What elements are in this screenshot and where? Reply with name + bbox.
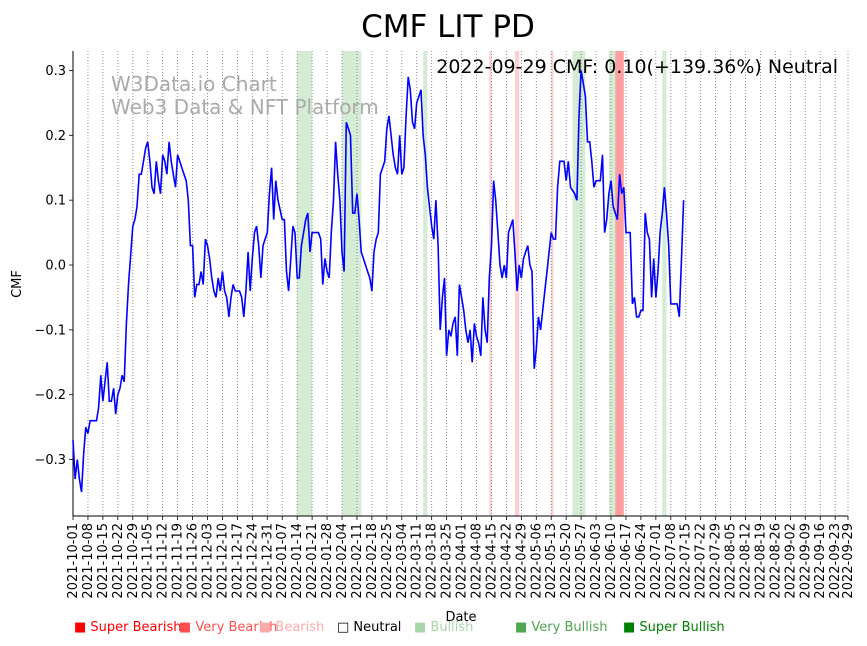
x-tick-label-18: 2022-02-04 bbox=[335, 523, 350, 599]
y-tick-label-6: 0.3 bbox=[45, 64, 66, 79]
x-tick-label-21: 2022-02-25 bbox=[380, 523, 395, 599]
x-tick-label-15: 2022-01-14 bbox=[290, 523, 305, 599]
x-tick-label-43: 2022-07-29 bbox=[709, 523, 724, 599]
watermark-line-1: W3Data.io Chart bbox=[111, 72, 277, 96]
signal-span-8 bbox=[615, 51, 624, 516]
x-tick-label-50: 2022-09-16 bbox=[813, 523, 828, 599]
x-tick-label-41: 2022-07-15 bbox=[679, 523, 694, 599]
legend-item-very-bearish: ■ Very Bearish bbox=[179, 620, 278, 635]
x-tick-label-38: 2022-06-24 bbox=[634, 523, 649, 599]
x-tick-label-34: 2022-05-27 bbox=[574, 523, 589, 599]
x-tick-label-22: 2022-03-04 bbox=[395, 523, 410, 599]
x-tick-label-46: 2022-08-19 bbox=[753, 523, 768, 599]
x-tick-label-10: 2021-12-10 bbox=[215, 523, 230, 599]
signal-span-1 bbox=[342, 51, 362, 516]
x-tick-label-24: 2022-03-18 bbox=[425, 523, 440, 599]
signal-span-2 bbox=[423, 51, 428, 516]
x-tick-label-52: 2022-09-29 bbox=[841, 523, 856, 599]
legend-item-neutral: □ Neutral bbox=[337, 620, 402, 635]
y-tick-label-0: −0.3 bbox=[34, 453, 66, 468]
x-tick-label-2: 2021-10-15 bbox=[96, 523, 111, 599]
signal-span-6 bbox=[572, 51, 586, 516]
legend-item-super-bearish: ■ Super Bearish bbox=[74, 620, 182, 635]
legend-item-bullish: ■ Bullish bbox=[414, 620, 474, 635]
x-tick-label-27: 2022-04-08 bbox=[470, 523, 485, 599]
x-tick-label-9: 2021-12-03 bbox=[201, 523, 216, 599]
signal-span-9 bbox=[662, 51, 667, 516]
x-tick-label-44: 2022-08-05 bbox=[724, 523, 739, 599]
x-tick-label-20: 2022-02-18 bbox=[365, 523, 380, 599]
x-tick-label-17: 2022-01-28 bbox=[320, 523, 335, 599]
latest-value-annotation: 2022-09-29 CMF: 0.10(+139.36%) Neutral bbox=[436, 56, 838, 78]
x-tick-label-39: 2022-07-01 bbox=[649, 523, 664, 599]
x-tick-label-13: 2021-12-31 bbox=[260, 523, 275, 599]
x-tick-label-35: 2022-06-03 bbox=[589, 523, 604, 599]
y-tick-label-4: 0.1 bbox=[45, 194, 66, 209]
x-tick-label-28: 2022-04-15 bbox=[484, 523, 499, 599]
x-tick-label-7: 2021-11-19 bbox=[171, 523, 186, 599]
cmf-series-line bbox=[72, 70, 685, 493]
y-axis-ticks: −0.3 −0.2 −0.1 0.0 0.1 0.2 0.3 bbox=[34, 64, 73, 468]
x-tick-label-5: 2021-11-05 bbox=[141, 523, 156, 599]
legend-item-very-bullish: ■ Very Bullish bbox=[515, 620, 608, 635]
chart-title: CMF LIT PD bbox=[361, 9, 535, 45]
x-tick-label-31: 2022-05-06 bbox=[529, 523, 544, 599]
y-tick-label-3: 0.0 bbox=[45, 259, 66, 274]
x-tick-label-8: 2021-11-26 bbox=[186, 523, 201, 599]
y-tick-label-2: −0.1 bbox=[34, 323, 66, 338]
legend-item-bearish: ■ Bearish bbox=[259, 620, 325, 635]
y-axis-label: CMF bbox=[10, 270, 25, 298]
x-tick-label-42: 2022-07-22 bbox=[694, 523, 709, 599]
watermark-line-2: Web3 Data & NFT Platform bbox=[111, 95, 379, 119]
x-tick-label-1: 2021-10-08 bbox=[81, 523, 96, 599]
date-gridlines bbox=[72, 51, 849, 516]
x-tick-label-32: 2022-05-13 bbox=[544, 523, 559, 599]
x-tick-label-4: 2021-10-29 bbox=[126, 523, 141, 599]
x-axis-label: Date bbox=[445, 610, 476, 625]
x-tick-label-23: 2022-03-11 bbox=[410, 523, 425, 599]
x-tick-label-48: 2022-09-02 bbox=[783, 523, 798, 599]
x-tick-label-51: 2022-09-23 bbox=[828, 523, 843, 599]
signal-span-5 bbox=[551, 51, 554, 516]
axes bbox=[72, 51, 848, 517]
legend-item-super-bullish: ■ Super Bullish bbox=[623, 620, 725, 635]
x-tick-label-36: 2022-06-10 bbox=[604, 523, 619, 599]
x-tick-label-6: 2021-11-12 bbox=[156, 523, 171, 599]
signal-span-0 bbox=[297, 51, 313, 516]
y-tick-label-1: −0.2 bbox=[34, 388, 66, 403]
x-tick-label-14: 2022-01-07 bbox=[275, 523, 290, 599]
x-axis-ticks: 2021-10-01 2021-10-08 2021-10-15 2021-10-22… bbox=[66, 516, 856, 599]
x-tick-label-0: 2021-10-01 bbox=[66, 523, 81, 599]
x-tick-label-12: 2021-12-24 bbox=[245, 523, 260, 599]
x-tick-label-29: 2022-04-22 bbox=[499, 523, 514, 599]
x-tick-label-40: 2022-07-08 bbox=[664, 523, 679, 599]
signal-span-7 bbox=[608, 51, 618, 516]
x-tick-label-3: 2021-10-22 bbox=[111, 523, 126, 599]
x-tick-label-30: 2022-04-29 bbox=[514, 523, 529, 599]
x-tick-label-33: 2022-05-20 bbox=[559, 523, 574, 599]
x-tick-label-37: 2022-06-17 bbox=[619, 523, 634, 599]
x-tick-label-26: 2022-04-01 bbox=[455, 523, 470, 599]
x-tick-label-47: 2022-08-26 bbox=[768, 523, 783, 599]
x-tick-label-45: 2022-08-12 bbox=[739, 523, 754, 599]
x-tick-label-11: 2021-12-17 bbox=[230, 523, 245, 599]
x-tick-label-16: 2022-01-21 bbox=[305, 523, 320, 599]
x-tick-label-19: 2022-02-11 bbox=[350, 523, 365, 599]
x-tick-label-25: 2022-03-25 bbox=[440, 523, 455, 599]
y-tick-label-5: 0.2 bbox=[45, 129, 66, 144]
x-tick-label-49: 2022-09-09 bbox=[798, 523, 813, 599]
signal-span-3 bbox=[489, 51, 492, 516]
